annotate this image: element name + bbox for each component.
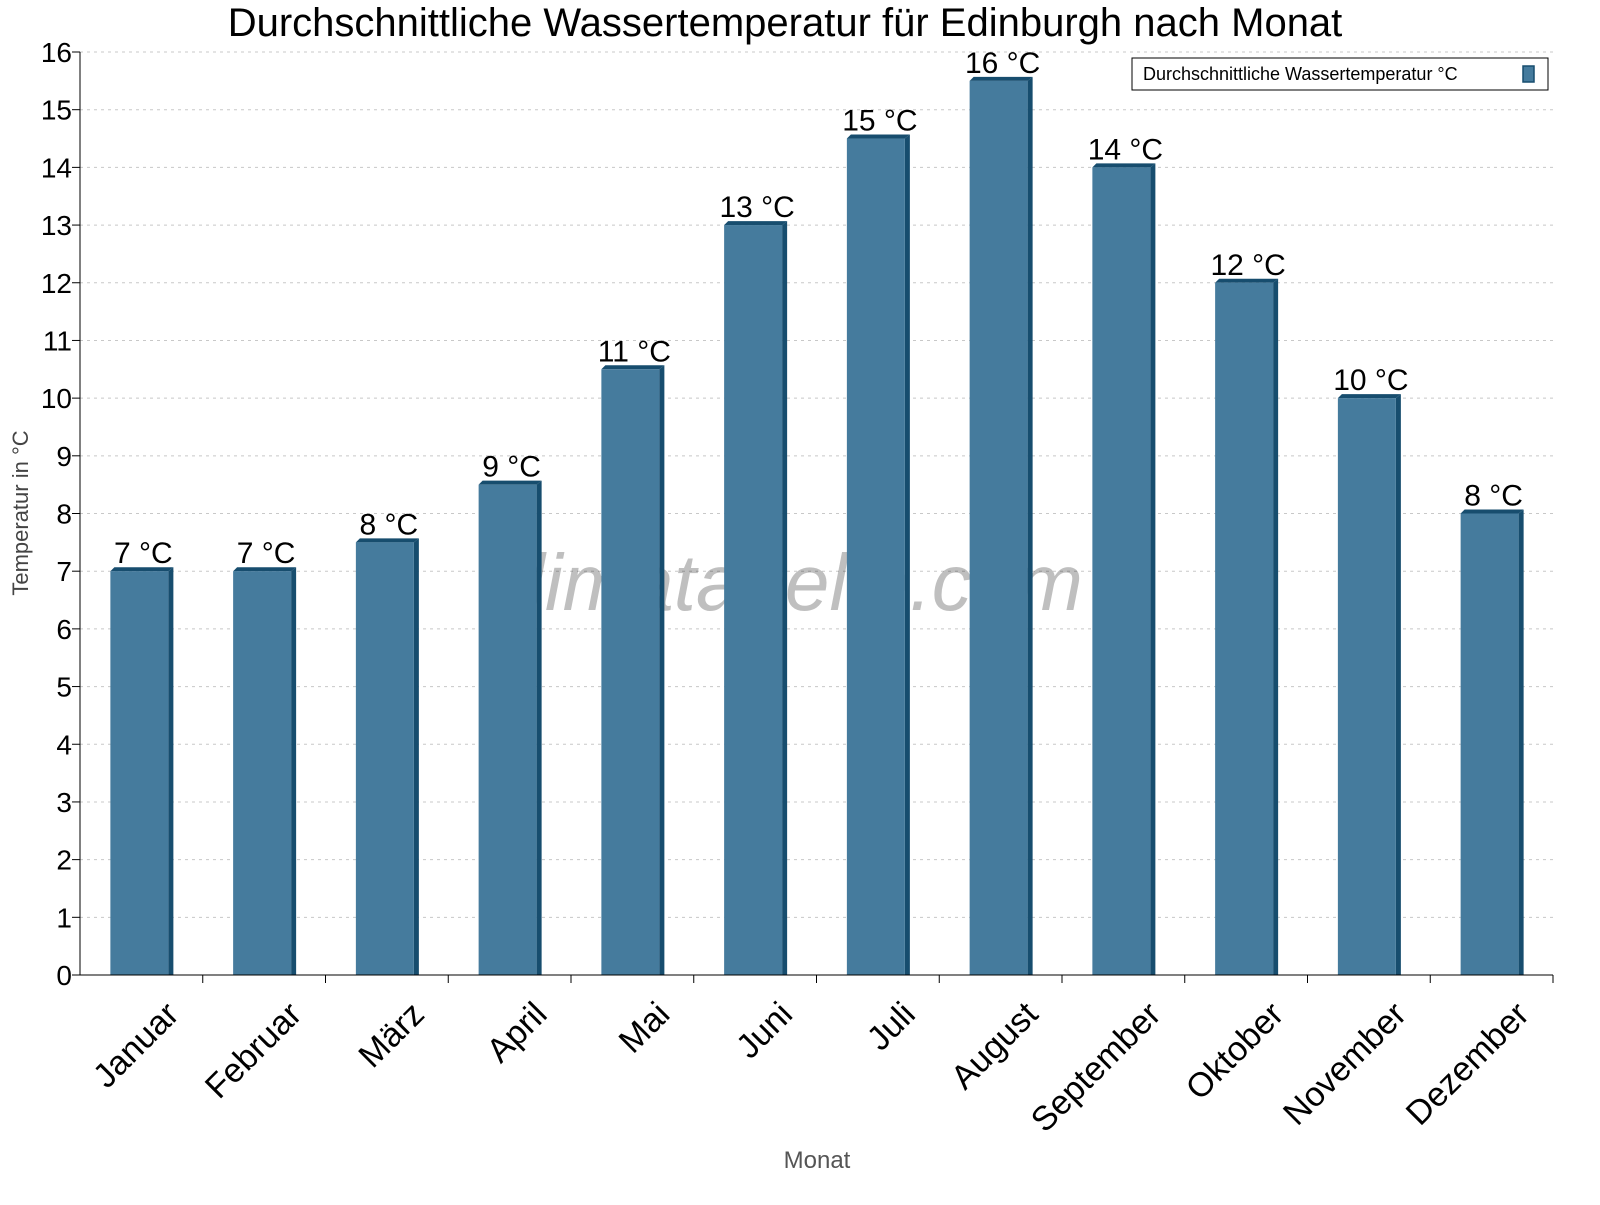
legend-label: Durchschnittliche Wassertemperatur °C [1143, 64, 1458, 84]
x-axis-label: Monat [784, 1147, 851, 1174]
bar-side [168, 567, 174, 975]
data-label: 8 °C [1464, 480, 1523, 513]
data-label: 8 °C [360, 508, 419, 541]
bar-top [601, 365, 665, 370]
y-tick-label: 10 [41, 383, 72, 414]
bar-märz: 8 °C [355, 508, 419, 975]
bar-top [355, 538, 419, 543]
x-tick-label: April [480, 995, 555, 1070]
bar-top [1460, 509, 1524, 514]
bar-juni: 13 °C [719, 191, 795, 975]
data-label: 9 °C [482, 451, 541, 484]
bar-side [1395, 394, 1401, 975]
bar-februar: 7 °C [233, 537, 297, 975]
bar-side [1027, 76, 1033, 975]
y-tick-label: 5 [56, 672, 72, 703]
bar-top [969, 76, 1033, 81]
bar-top [724, 221, 788, 226]
bar-mai: 11 °C [598, 335, 671, 975]
bar-juli: 15 °C [842, 105, 918, 975]
bar [1215, 282, 1274, 975]
bar-side [413, 538, 419, 975]
data-label: 7 °C [237, 537, 296, 570]
y-tick-label: 6 [56, 614, 72, 645]
y-tick-label: 13 [41, 210, 72, 241]
bar [724, 225, 783, 975]
y-tick-label: 11 [43, 325, 72, 356]
bar-september: 14 °C [1088, 133, 1163, 975]
data-label: 11 °C [598, 335, 671, 368]
legend-swatch [1522, 65, 1535, 83]
y-tick-label: 3 [56, 787, 72, 818]
y-tick-label: 9 [56, 441, 72, 472]
y-tick-label: 2 [56, 845, 72, 876]
bar-dezember: 8 °C [1460, 480, 1524, 975]
bar-top [233, 567, 297, 572]
data-label: 16 °C [965, 47, 1040, 80]
x-tick-label: August [944, 995, 1046, 1097]
data-label: 14 °C [1088, 133, 1163, 166]
x-tick-label: September [1024, 995, 1168, 1139]
bar-top [846, 134, 910, 139]
bar [1460, 513, 1519, 975]
bar [233, 571, 292, 975]
y-tick-label: 1 [56, 902, 72, 933]
bar [110, 571, 169, 975]
bar-top [1337, 394, 1401, 399]
y-tick-label: 8 [56, 499, 72, 530]
bar-top [1092, 163, 1156, 168]
x-tick-label: November [1276, 995, 1414, 1133]
bar [355, 542, 414, 975]
chart-title: Durchschnittliche Wassertemperatur für E… [228, 1, 1343, 45]
x-tick-label: Februar [198, 995, 309, 1106]
bar [478, 484, 537, 975]
bar-side [1273, 278, 1279, 975]
bar-top [110, 567, 174, 572]
y-tick-label: 0 [56, 960, 72, 991]
bar-oktober: 12 °C [1210, 249, 1286, 975]
bar-august: 16 °C [965, 47, 1040, 975]
bar-side [1518, 509, 1524, 975]
x-tick-label: Juni [729, 995, 800, 1066]
bar [1337, 398, 1396, 975]
y-axis-label: Temperatur in °C [8, 430, 33, 595]
bar [846, 138, 905, 975]
bar-top [478, 480, 542, 485]
x-tick-label: Juli [860, 995, 923, 1058]
x-tick-label: Dezember [1399, 995, 1537, 1133]
bars: 7 °C 7 °C 8 °C 9 °C 11 °C 13 °C 15 °C 16 °C 14 °… [110, 47, 1524, 975]
y-tick-label: 14 [41, 152, 72, 183]
x-tick-label: Mai [612, 995, 678, 1061]
data-label: 13 °C [719, 191, 794, 224]
y-tick-label: 16 [41, 37, 72, 68]
bar-side [1150, 163, 1156, 975]
bar-side [291, 567, 297, 975]
gridlines [80, 51, 1553, 918]
bar [969, 80, 1028, 975]
y-tick-label: 4 [56, 729, 72, 760]
bar [1092, 167, 1151, 975]
bar-april: 9 °C [478, 451, 542, 975]
data-label: 15 °C [842, 105, 917, 138]
data-label: 10 °C [1333, 364, 1408, 397]
bar-side [659, 365, 665, 975]
data-label: 12 °C [1210, 249, 1285, 282]
bar [601, 369, 660, 975]
y-tick-label: 7 [56, 556, 72, 587]
y-tick-label: 15 [41, 95, 72, 126]
x-tick-label: Januar [86, 995, 186, 1095]
bar-januar: 7 °C [110, 537, 174, 975]
legend: Durchschnittliche Wassertemperatur °C [1131, 57, 1549, 91]
x-tick-label: Oktober [1179, 995, 1291, 1107]
x-tick-label: März [351, 995, 431, 1075]
bar-side [904, 134, 910, 975]
bar-november: 10 °C [1333, 364, 1409, 975]
bar-top [1215, 278, 1279, 283]
y-tick-label: 12 [41, 268, 72, 299]
data-label: 7 °C [114, 537, 173, 570]
bar-side [782, 221, 788, 975]
bar-side [536, 480, 542, 975]
